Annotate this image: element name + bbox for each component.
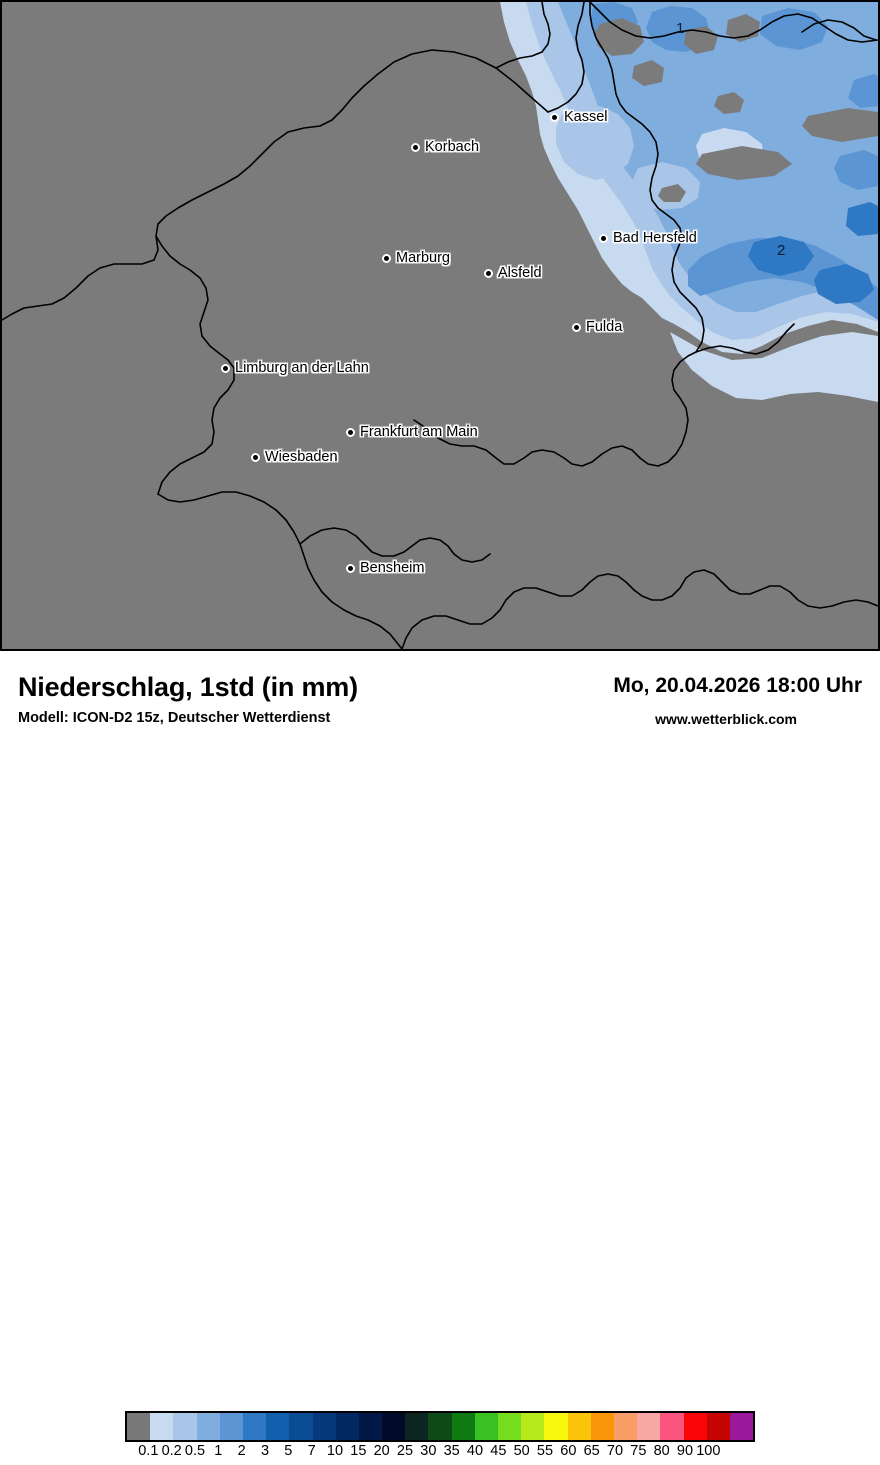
border-northwest-loop — [495, 2, 551, 69]
border-hessen-northwest — [2, 49, 549, 321]
colorbar-tick-20: 20 — [373, 1443, 390, 1459]
colorbar-swatch-0 — [127, 1413, 151, 1440]
colorbar-swatch-22 — [637, 1413, 661, 1440]
colorbar-tick-45: 45 — [490, 1443, 507, 1459]
colorbar-tick-15: 15 — [350, 1443, 367, 1459]
colorbar-swatch-10 — [358, 1413, 383, 1440]
colorbar-tick-70: 70 — [606, 1443, 624, 1459]
border-hessen-west — [155, 235, 235, 495]
precip-core-2mm-c — [846, 202, 878, 236]
website-label: www.wetterblick.com — [655, 711, 797, 727]
colorbar-tick-65: 65 — [583, 1443, 600, 1459]
colorbar-tick-7: 7 — [307, 1443, 316, 1459]
colorbar-swatch-12 — [405, 1413, 429, 1440]
colorbar-tick-25: 25 — [396, 1443, 414, 1459]
colorbar-swatch-21 — [613, 1413, 638, 1440]
map-canvas — [2, 2, 878, 649]
precip-blob-1mm-e1 — [834, 150, 878, 190]
page-title: Niederschlag, 1std (in mm) — [18, 672, 358, 702]
border-district-bergstrasse — [299, 527, 491, 563]
colorbar-swatch-13 — [428, 1413, 452, 1440]
colorbar-swatch-1 — [150, 1413, 174, 1440]
footer-panel: Niederschlag, 1std (in mm) Modell: ICON-… — [0, 651, 880, 1459]
colorbar-swatch-25 — [706, 1413, 730, 1440]
colorbar-swatch-16 — [498, 1413, 522, 1440]
administrative-borders — [2, 2, 878, 649]
colorbar-swatch-5 — [242, 1413, 267, 1440]
colorbar-swatch-6 — [266, 1413, 290, 1440]
colorbar-swatches[interactable] — [125, 1411, 755, 1442]
colorbar-swatch-3 — [196, 1413, 220, 1440]
colorbar-tick-1: 1 — [214, 1443, 223, 1459]
precip-inset-light-north — [556, 106, 634, 180]
colorbar-tick-100: 100 — [696, 1443, 721, 1459]
valid-datetime: Mo, 20.04.2026 18:00 Uhr — [613, 674, 862, 697]
colorbar-swatch-14 — [451, 1413, 475, 1440]
colorbar-tick-80: 80 — [653, 1443, 670, 1459]
colorbar-tick-0.5: 0.5 — [184, 1443, 206, 1459]
colorbar-swatch-20 — [590, 1413, 614, 1440]
precip-blob-1mm-e2 — [848, 74, 878, 108]
colorbar-swatch-26 — [729, 1413, 754, 1440]
colorbar-tick-50: 50 — [513, 1443, 530, 1459]
precip-blob-1mm-band — [688, 238, 878, 320]
colorbar-tick-55: 55 — [536, 1443, 554, 1459]
border-north-east — [547, 2, 585, 113]
precipitation-map[interactable]: Kassel Korbach Bad Hersfeld Marburg Alsf… — [0, 0, 880, 651]
colorbar-tick-90: 90 — [676, 1443, 694, 1459]
colorbar-tick-labels: 0.1 0.2 0.5 1 2 3 5 7 10 15 20 25 30 35 40 45 50 55 60 65 70… — [125, 1443, 755, 1465]
colorbar-swatch-23 — [660, 1413, 684, 1440]
precip-band-0p1-se — [670, 332, 878, 402]
colorbar-tick-2: 2 — [237, 1443, 246, 1459]
colorbar-tick-40: 40 — [466, 1443, 484, 1459]
colorbar-tick-5: 5 — [284, 1443, 293, 1459]
colorbar-tick-3: 3 — [260, 1443, 270, 1459]
colorbar-swatch-24 — [683, 1413, 707, 1440]
colorbar-swatch-8 — [312, 1413, 336, 1440]
colorbar-swatch-7 — [289, 1413, 313, 1440]
colorbar-swatch-2 — [173, 1413, 197, 1440]
border-district-main — [413, 351, 697, 467]
colorbar-swatch-18 — [544, 1413, 568, 1440]
colorbar-tick-35: 35 — [443, 1443, 460, 1459]
colorbar-tick-75: 75 — [630, 1443, 647, 1459]
border-district-southeast — [401, 569, 878, 649]
colorbar-swatch-9 — [335, 1413, 359, 1440]
border-north-upper — [589, 2, 878, 43]
colorbar-tick-10: 10 — [326, 1443, 344, 1459]
colorbar-swatch-17 — [521, 1413, 545, 1440]
colorbar-swatch-4 — [219, 1413, 243, 1440]
precip-core-2mm-a — [748, 236, 814, 276]
colorbar-swatch-19 — [567, 1413, 591, 1440]
colorbar[interactable]: 0.1 0.2 0.5 1 2 3 5 7 10 15 20 25 30 35 40 45 50 55 60 65 70… — [125, 1411, 755, 1465]
precip-inset-light-mid — [630, 162, 700, 210]
colorbar-tick-60: 60 — [560, 1443, 577, 1459]
colorbar-tick-0.2: 0.2 — [161, 1443, 182, 1459]
border-fragment-ne — [801, 19, 877, 41]
colorbar-swatch-15 — [474, 1413, 498, 1440]
precip-core-2mm-b — [814, 264, 874, 304]
border-district-east — [589, 2, 705, 353]
colorbar-tick-30: 30 — [420, 1443, 437, 1459]
model-subtitle: Modell: ICON-D2 15z, Deutscher Wetterdie… — [18, 710, 331, 726]
colorbar-tick-0.1: 0.1 — [138, 1443, 159, 1459]
colorbar-swatch-11 — [382, 1413, 406, 1440]
border-district-fulda — [695, 323, 795, 355]
